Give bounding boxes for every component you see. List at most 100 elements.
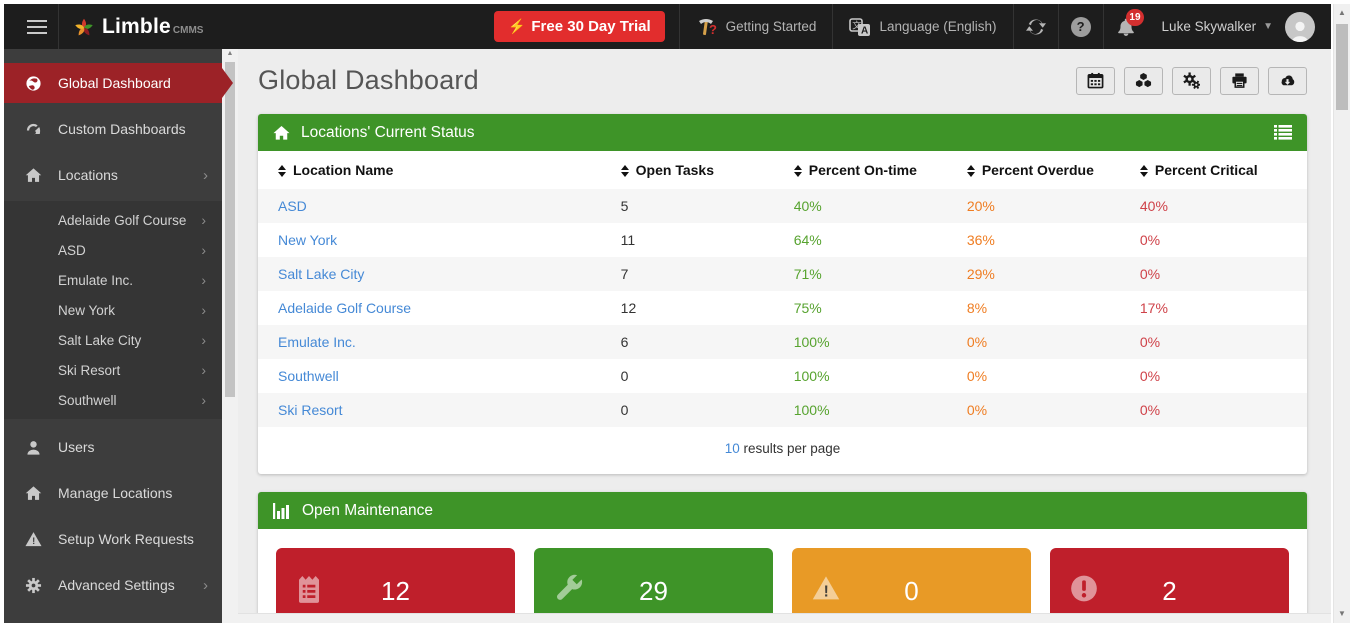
scroll-up-arrow[interactable]: ▲ (226, 50, 234, 57)
sidebar-item-manage-locations[interactable]: Manage Locations (4, 473, 222, 513)
results-per-page-link[interactable]: 10 (724, 441, 740, 456)
avatar[interactable] (1285, 11, 1315, 42)
location-link[interactable]: Ski Resort (278, 402, 343, 418)
user-name: Luke Skywalker (1161, 19, 1257, 34)
trial-label: Free 30 Day Trial (531, 18, 651, 35)
table-row: Adelaide Golf Course 12 75% 8% 17% (258, 291, 1307, 325)
scroll-down-arrow[interactable]: ▼ (1338, 609, 1346, 618)
sidebar-item-label: Locations (58, 167, 118, 183)
open-tasks-value: 0 (620, 402, 629, 418)
printer-icon (1232, 73, 1247, 88)
kpi-card-warning-triangle[interactable]: ! 0 (792, 548, 1031, 623)
list-icon[interactable] (1274, 125, 1292, 140)
percent-critical-value: 0% (1139, 232, 1161, 248)
locations-status-table: Location Name Open Tasks Percent On-time… (258, 151, 1307, 427)
percent-overdue-value: 0% (966, 368, 988, 384)
column-header-percent-critical[interactable]: Percent Critical (1134, 151, 1307, 189)
table-row: Southwell 0 100% 0% 0% (258, 359, 1307, 393)
column-header-open-tasks[interactable]: Open Tasks (615, 151, 788, 189)
sort-icon (793, 165, 802, 178)
subitem-label: Emulate Inc. (58, 272, 134, 288)
divider (1102, 4, 1104, 49)
table-row: Salt Lake City 7 71% 29% 0% (258, 257, 1307, 291)
sidebar-item-setup-work-requests[interactable]: ! Setup Work Requests (4, 519, 222, 559)
percent-critical-value: 0% (1139, 334, 1161, 350)
sidebar-item-advanced-settings[interactable]: Advanced Settings › (4, 565, 222, 605)
sidebar-subitem-asd[interactable]: ASD › (4, 235, 222, 265)
user-menu[interactable]: Luke Skywalker ▼ (1148, 19, 1285, 34)
menu-toggle-button[interactable] (16, 19, 58, 34)
kpi-value: 12 (381, 575, 410, 606)
open-tasks-value: 6 (620, 334, 629, 350)
kpi-card-exclamation-circle[interactable]: 2 (1050, 548, 1289, 623)
getting-started-menu[interactable]: ? Getting Started (680, 4, 833, 49)
chevron-right-icon: › (203, 576, 208, 594)
page-scrollbar-thumb[interactable] (1336, 24, 1348, 110)
tools-help-icon: ? (698, 18, 717, 37)
divider (1012, 4, 1014, 49)
refresh-icon (1025, 18, 1046, 35)
chevron-right-icon: › (201, 212, 206, 228)
cloud-download-button[interactable] (1268, 66, 1307, 95)
translate-icon: 文 A (849, 17, 871, 36)
location-link[interactable]: Salt Lake City (278, 266, 365, 282)
sidebar-subitem-salt-lake-city[interactable]: Salt Lake City › (4, 325, 222, 355)
percent-on-time-value: 64% (793, 232, 822, 248)
column-header-percent-on-time[interactable]: Percent On-time (788, 151, 961, 189)
user-icon (22, 439, 44, 456)
help-button[interactable]: ? (1059, 4, 1103, 49)
sidebar-item-custom-dashboards[interactable]: Custom Dashboards (4, 109, 222, 149)
avatar-icon (1291, 21, 1309, 42)
location-link[interactable]: Southwell (278, 368, 339, 384)
column-header-percent-overdue[interactable]: Percent Overdue (961, 151, 1134, 189)
refresh-button[interactable] (1014, 4, 1058, 49)
language-menu[interactable]: 文 A Language (English) (833, 4, 1012, 49)
gear-icon (22, 577, 44, 594)
page-scrollbar[interactable]: ▲ ▼ (1333, 4, 1350, 623)
percent-on-time-value: 100% (793, 402, 830, 418)
cubes-button[interactable] (1124, 66, 1163, 95)
divider (832, 4, 834, 49)
cubes-icon (1135, 72, 1152, 88)
free-trial-button[interactable]: ⚡ Free 30 Day Trial (493, 11, 665, 42)
horizontal-scrollbar[interactable] (238, 613, 1331, 623)
results-per-page-label: results per page (743, 441, 841, 456)
sidebar-subitem-southwell[interactable]: Southwell › (4, 385, 222, 415)
scroll-up-arrow[interactable]: ▲ (1338, 8, 1346, 17)
table-row: New York 11 64% 36% 0% (258, 223, 1307, 257)
sidebar-item-global-dashboard[interactable]: Global Dashboard (4, 63, 233, 103)
sidebar-subitem-adelaide-golf-course[interactable]: Adelaide Golf Course › (4, 205, 222, 235)
calendar-icon (1087, 72, 1104, 89)
location-link[interactable]: New York (278, 232, 338, 248)
location-link[interactable]: Emulate Inc. (278, 334, 356, 350)
subitem-label: Adelaide Golf Course (58, 212, 187, 228)
notifications-button[interactable]: 19 (1104, 4, 1148, 49)
sidebar-scrollbar-thumb[interactable] (225, 62, 235, 397)
sidebar-item-users[interactable]: Users (4, 427, 222, 467)
sidebar-subitem-ski-resort[interactable]: Ski Resort › (4, 355, 222, 385)
column-header-location-name[interactable]: Location Name (258, 151, 615, 189)
kpi-card-clipboard-list[interactable]: 12 (276, 548, 515, 623)
calendar-button[interactable] (1076, 66, 1115, 95)
location-link[interactable]: Adelaide Golf Course (278, 300, 412, 316)
location-link[interactable]: ASD (278, 198, 307, 214)
gears-button[interactable] (1172, 66, 1211, 95)
printer-button[interactable] (1220, 66, 1259, 95)
gears-icon (1183, 72, 1200, 89)
gear-icon (25, 577, 41, 593)
kpi-value: 2 (1162, 575, 1177, 606)
chevron-right-icon: › (201, 302, 206, 318)
sidebar-subitem-new-york[interactable]: New York › (4, 295, 222, 325)
limble-logo[interactable]: Limble CMMS (59, 15, 217, 39)
percent-on-time-value: 71% (793, 266, 822, 282)
percent-critical-value: 0% (1139, 402, 1161, 418)
sidebar-item-locations[interactable]: Locations › (4, 155, 222, 195)
sort-icon (966, 165, 975, 178)
kpi-card-wrench[interactable]: 29 (534, 548, 773, 623)
percent-critical-value: 17% (1139, 300, 1168, 316)
sidebar-subitem-emulate-inc[interactable]: Emulate Inc. › (4, 265, 222, 295)
brand-name: Limble (102, 14, 171, 38)
home-icon (22, 485, 44, 502)
sidebar-scrollbar[interactable]: ▲ (222, 49, 238, 623)
subitem-label: New York (58, 302, 116, 318)
